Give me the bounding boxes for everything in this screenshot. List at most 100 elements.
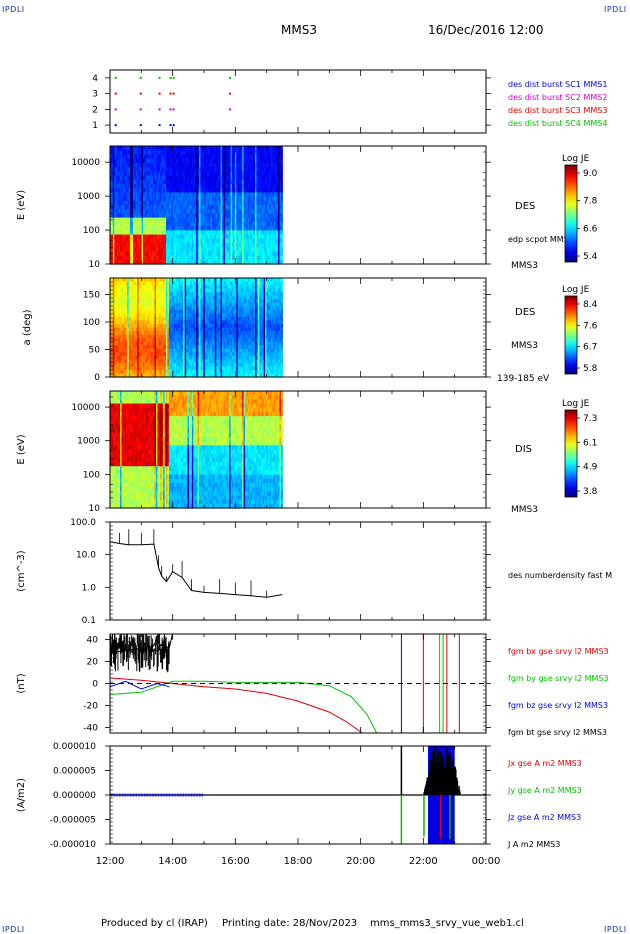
- des-energy-cell: [193, 171, 196, 177]
- des-energy-cell: [114, 158, 117, 164]
- des-energy-cell: [180, 221, 183, 227]
- des-energy-cell: [249, 217, 252, 223]
- des-energy-cell: [130, 217, 133, 223]
- des-energy-cell: [227, 230, 230, 236]
- des-energy-cell: [229, 247, 232, 252]
- des-energy-cell: [156, 146, 158, 151]
- des-energy-cell: [191, 179, 194, 185]
- des-pitch-cell: [145, 285, 148, 290]
- des-pitch-cell: [144, 313, 147, 318]
- des-energy-cell: [213, 213, 216, 219]
- des-pitch-cell: [150, 373, 153, 378]
- des-energy-cell: [115, 209, 118, 214]
- des-pitch-cell: [176, 324, 179, 329]
- des-energy-cell: [164, 226, 167, 231]
- des-energy-cell: [128, 205, 131, 210]
- des-energy-cell: [180, 150, 183, 155]
- des-pitch-cell: [153, 288, 156, 293]
- des-pitch-cell: [163, 327, 166, 332]
- des-energy-cell: [253, 167, 256, 172]
- des-energy-cell: [273, 251, 276, 257]
- des-energy-cell: [194, 259, 197, 265]
- des-energy-cell: [222, 259, 224, 265]
- des-energy-cell: [219, 226, 222, 231]
- des-energy-cell: [209, 221, 212, 227]
- des-energy-cell: [193, 179, 196, 185]
- des-pitch-cell: [118, 359, 121, 364]
- des-pitch-cell: [180, 369, 183, 374]
- des-pitch-cell: [161, 327, 164, 332]
- des-energy-cell: [243, 259, 246, 265]
- des-pitch-cell: [148, 313, 151, 318]
- des-pitch-cell: [178, 362, 181, 367]
- des-energy-cell: [229, 230, 232, 236]
- des-energy-cell: [250, 217, 253, 223]
- des-pitch-cell: [138, 341, 141, 346]
- des-energy-cell: [163, 247, 166, 252]
- des-energy-cell: [243, 209, 246, 214]
- des-energy-cell: [122, 217, 125, 223]
- des-energy-cell: [249, 196, 252, 202]
- des-energy-cell: [255, 200, 257, 206]
- des-energy-cell: [265, 242, 268, 248]
- des-energy-cell: [223, 251, 226, 257]
- des-energy-cell: [207, 259, 210, 265]
- des-energy-cell: [130, 251, 133, 257]
- des-energy-cell: [230, 205, 233, 210]
- des-energy-cell: [170, 234, 173, 240]
- des-energy-cell: [144, 255, 147, 261]
- des-energy-cell: [270, 154, 273, 160]
- des-energy-cell: [199, 162, 201, 168]
- des-pitch-cell: [154, 302, 157, 307]
- des-energy-cell: [272, 247, 275, 252]
- des-pitch-cell: [141, 295, 144, 300]
- des-pitch-cell: [177, 306, 180, 311]
- des-energy-cell: [117, 242, 120, 248]
- des-energy-cell: [167, 171, 170, 177]
- burst-legend-0: des dist burst SC1 MMS1: [508, 80, 607, 89]
- des-energy-cell: [217, 209, 220, 214]
- des-energy-cell: [164, 175, 167, 181]
- des-pitch-cell: [127, 338, 130, 343]
- des-energy-cell: [193, 234, 196, 240]
- des-energy-cell: [279, 150, 282, 155]
- des-pitch-cell: [124, 345, 127, 350]
- des-pitch-cell: [160, 313, 163, 318]
- des-energy-cell: [186, 146, 189, 151]
- des-energy-cell: [115, 167, 118, 172]
- des-energy-cell: [148, 255, 151, 261]
- des-energy-cell: [272, 158, 275, 164]
- des-energy-cell: [278, 251, 280, 257]
- des-energy-cell: [226, 196, 229, 202]
- des-energy-cell: [253, 230, 256, 236]
- des-energy-cell: [275, 247, 278, 252]
- des-energy-cell: [206, 217, 209, 223]
- des-pitch-cell: [161, 292, 164, 297]
- des-energy-cell: [276, 221, 279, 227]
- des-pitch-cell: [141, 324, 144, 329]
- des-energy-cell: [122, 251, 125, 257]
- des-energy-cell: [196, 226, 199, 231]
- des-pitch-cell: [177, 302, 180, 307]
- des-energy-cell: [166, 226, 168, 231]
- des-energy-cell: [237, 205, 240, 210]
- des-energy-cell: [194, 217, 197, 223]
- des-energy-cell: [212, 217, 214, 223]
- des-energy-cell: [115, 234, 118, 240]
- des-energy-cell: [158, 192, 161, 198]
- des-energy-cell: [204, 150, 207, 155]
- des-energy-cell: [253, 200, 256, 206]
- des-pitch-cell: [122, 341, 125, 346]
- des-energy-cell: [209, 167, 212, 172]
- des-energy-cell: [135, 196, 138, 202]
- des-pitch-cell: [115, 313, 118, 318]
- des-pitch-cell: [160, 331, 163, 336]
- des-pitch-cell: [121, 348, 124, 353]
- des-energy-cell: [203, 154, 206, 160]
- des-energy-cell: [214, 259, 217, 265]
- des-energy-cell: [265, 150, 268, 155]
- des-energy-cell: [176, 255, 179, 261]
- des-pitch-cell: [135, 341, 138, 346]
- des-energy-cell: [135, 234, 138, 240]
- des-pitch-cell: [184, 355, 187, 360]
